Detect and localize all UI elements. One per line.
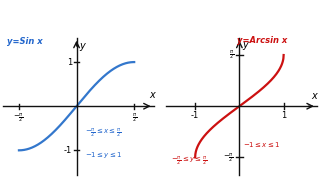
Text: $-\frac{\pi}{2}$: $-\frac{\pi}{2}$ (223, 151, 234, 164)
Text: y: y (79, 41, 85, 51)
Text: -1: -1 (191, 111, 199, 120)
Text: 1: 1 (67, 58, 72, 67)
Text: -1: -1 (64, 146, 72, 155)
Text: y: y (243, 40, 248, 50)
Text: $-\frac{\pi}{2}$: $-\frac{\pi}{2}$ (13, 111, 24, 124)
Text: $\frac{\pi}{2}$: $\frac{\pi}{2}$ (229, 49, 234, 62)
Text: $-1\leq y\leq1$: $-1\leq y\leq1$ (84, 150, 122, 160)
Text: y=Sin x: y=Sin x (7, 37, 43, 46)
Text: 1: 1 (281, 111, 286, 120)
Text: Inverse Trigonometric Functions: Inverse Trigonometric Functions (14, 12, 306, 27)
Text: y=Arcsin x: y=Arcsin x (237, 36, 287, 45)
Text: x: x (311, 91, 316, 101)
Text: $\frac{\pi}{2}$: $\frac{\pi}{2}$ (132, 111, 137, 124)
Text: x: x (149, 91, 155, 100)
Text: $-\frac{\pi}{2}\leq y\leq\frac{\pi}{2}$: $-\frac{\pi}{2}\leq y\leq\frac{\pi}{2}$ (171, 154, 207, 166)
Text: $-\frac{\pi}{2}\leq x\leq\frac{\pi}{2}$: $-\frac{\pi}{2}\leq x\leq\frac{\pi}{2}$ (84, 126, 121, 139)
Text: $-1\leq x\leq1$: $-1\leq x\leq1$ (243, 140, 280, 149)
